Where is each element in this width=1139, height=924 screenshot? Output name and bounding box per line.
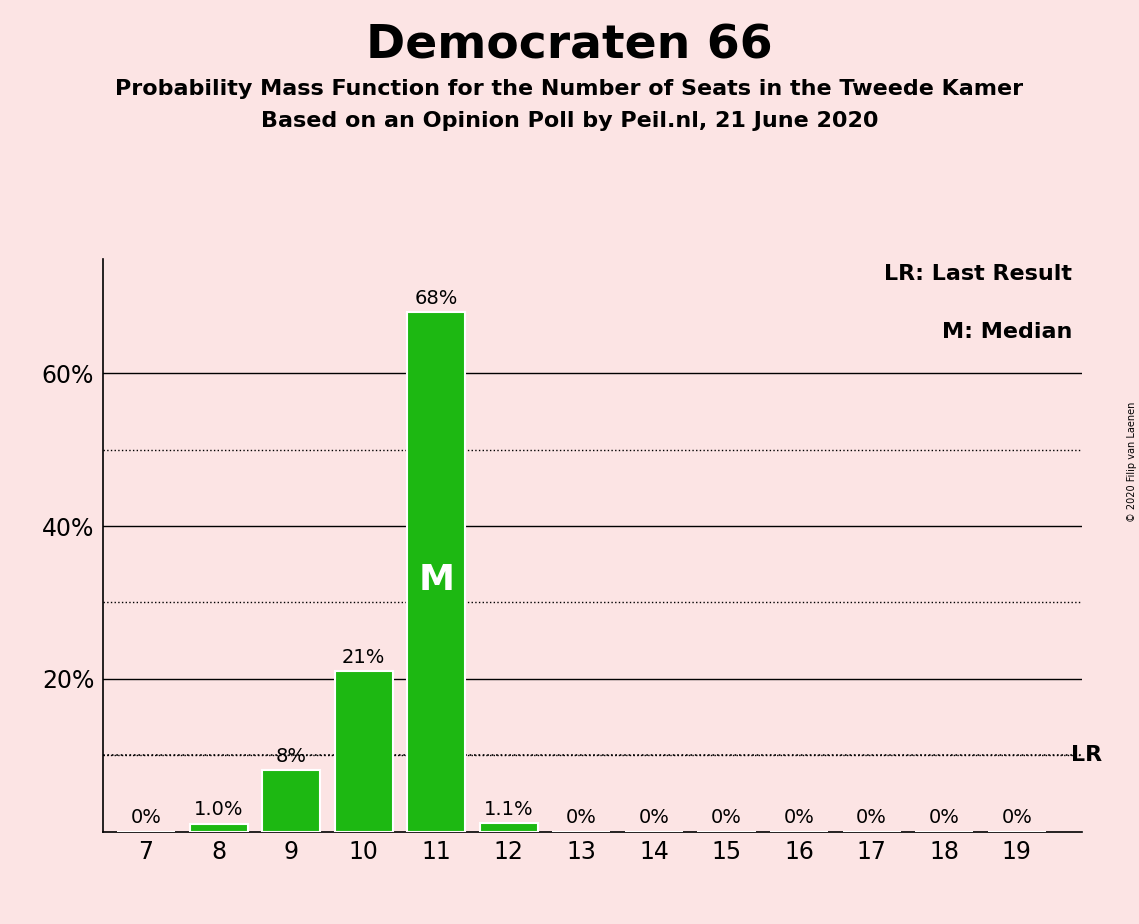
Text: 0%: 0% xyxy=(131,808,162,827)
Text: 1.1%: 1.1% xyxy=(484,799,534,819)
Text: 1.0%: 1.0% xyxy=(194,800,244,820)
Text: 8%: 8% xyxy=(276,747,306,766)
Text: 21%: 21% xyxy=(342,648,385,666)
Text: M: M xyxy=(418,563,454,597)
Text: 0%: 0% xyxy=(857,808,887,827)
Text: Probability Mass Function for the Number of Seats in the Tweede Kamer: Probability Mass Function for the Number… xyxy=(115,79,1024,99)
Bar xyxy=(262,771,320,832)
Bar xyxy=(189,824,247,832)
Text: 0%: 0% xyxy=(566,808,597,827)
Bar xyxy=(335,671,393,832)
Text: LR: LR xyxy=(1071,746,1103,765)
Text: Democraten 66: Democraten 66 xyxy=(366,23,773,68)
Text: 0%: 0% xyxy=(711,808,741,827)
Text: 0%: 0% xyxy=(1001,808,1032,827)
Bar xyxy=(480,823,538,832)
Text: M: Median: M: Median xyxy=(942,322,1072,342)
Text: 0%: 0% xyxy=(784,808,814,827)
Text: LR: Last Result: LR: Last Result xyxy=(884,264,1072,285)
Text: 0%: 0% xyxy=(639,808,670,827)
Text: © 2020 Filip van Laenen: © 2020 Filip van Laenen xyxy=(1126,402,1137,522)
Text: Based on an Opinion Poll by Peil.nl, 21 June 2020: Based on an Opinion Poll by Peil.nl, 21 … xyxy=(261,111,878,131)
Text: 0%: 0% xyxy=(928,808,960,827)
Text: 68%: 68% xyxy=(415,288,458,308)
Bar xyxy=(408,312,466,832)
